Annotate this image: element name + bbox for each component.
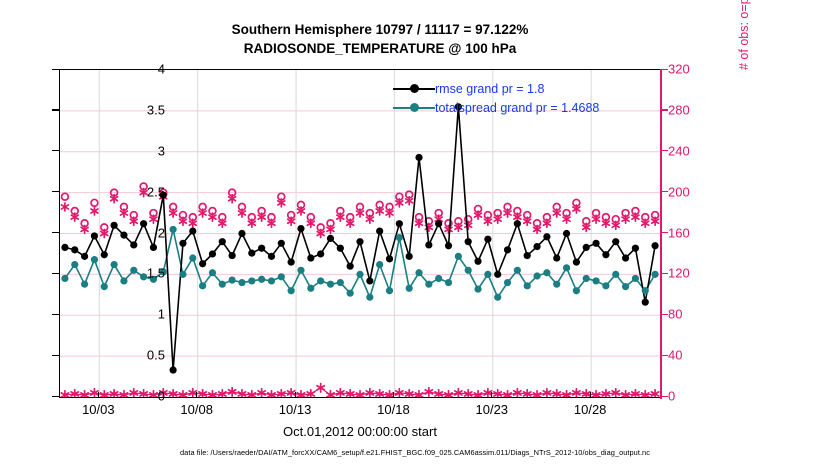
y-tick-label-left: 3: [157, 143, 165, 159]
y-tick-mark-left: [52, 272, 59, 275]
x-tick-label: 10/18: [377, 402, 410, 417]
data-file-caption: data file: /Users/raeder/DAI/ATM_forcXX/…: [180, 448, 650, 457]
page-title: Southern Hemisphere 10797 / 11117 = 97.1…: [231, 22, 529, 37]
y-tick-label-right: 0: [668, 388, 676, 404]
y-tick-label-right: 320: [668, 61, 690, 77]
x-tick-mark: [294, 392, 296, 398]
x-tick-label: 10/28: [573, 402, 607, 417]
y-tick-label-right: 40: [668, 347, 683, 363]
y-tick-mark-left: [52, 313, 59, 315]
y-tick-label-left: 4: [157, 61, 165, 77]
y-tick-mark-right: [661, 191, 668, 193]
y-tick-label-left: 2: [157, 225, 165, 240]
y-tick-label-right: 160: [668, 225, 690, 240]
y-tick-mark-right: [661, 395, 668, 397]
chart-legend: rmse grand pr = 1.8 totalspread grand pr…: [393, 79, 599, 117]
plot-area: [59, 69, 661, 398]
y-tick-label-left: 0: [157, 388, 165, 404]
y-tick-mark-left: [52, 109, 59, 111]
right-axis-spine: [660, 69, 662, 399]
legend-swatch-totalspread: [393, 98, 435, 117]
y-tick-label-right: 120: [668, 265, 690, 281]
y-axis-label-right: # of obs: o=possible; x=assimilated: [737, 0, 751, 70]
y-tick-mark-right: [661, 313, 668, 315]
legend-item-rmse[interactable]: rmse grand pr = 1.8: [393, 79, 599, 98]
y-tick-mark-right: [661, 109, 668, 111]
x-tick-label: 10/08: [180, 402, 213, 417]
x-tick-mark: [589, 392, 591, 398]
y-tick-mark-left: [52, 68, 59, 70]
y-tick-mark-right: [661, 232, 668, 234]
y-tick-label-right: 280: [668, 102, 690, 118]
chart-canvas: [60, 70, 660, 397]
y-tick-mark-left: [52, 150, 59, 152]
x-axis-label: Oct.01,2012 00:00:00 start: [283, 424, 437, 439]
legend-label-rmse: rmse grand pr = 1.8: [435, 81, 545, 96]
y-tick-label-right: 200: [668, 184, 690, 200]
chart-title-block: Southern Hemisphere 10797 / 11117 = 97.1…: [0, 20, 760, 58]
y-tick-mark-right: [661, 354, 668, 356]
y-tick-label-right: 240: [668, 143, 690, 159]
x-tick-label: 10/13: [278, 402, 312, 417]
legend-label-totalspread: totalspread grand pr = 1.4688: [435, 100, 600, 115]
chart-subtitle: RADIOSONDE_TEMPERATURE @ 100 hPa: [243, 41, 517, 56]
y-tick-label-left: 1: [157, 306, 165, 322]
x-tick-mark: [97, 392, 100, 398]
y-tick-mark-right: [661, 150, 668, 152]
x-tick-label: 10/23: [475, 402, 509, 417]
legend-swatch-rmse: [393, 79, 435, 98]
y-tick-label-left: 2.5: [146, 184, 165, 200]
y-tick-label-left: 0.5: [146, 347, 165, 363]
y-tick-mark-right: [661, 68, 668, 70]
legend-item-totalspread[interactable]: totalspread grand pr = 1.4688: [393, 98, 599, 117]
x-tick-mark: [196, 392, 198, 398]
x-tick-mark: [491, 392, 493, 398]
plot-inner: [60, 70, 660, 397]
y-tick-label-left: 3.5: [146, 102, 165, 118]
y-tick-mark-right: [661, 272, 668, 275]
y-tick-mark-left: [52, 232, 59, 234]
y-tick-label-right: 80: [668, 306, 683, 322]
y-tick-mark-left: [52, 354, 59, 356]
x-tick-label: 10/03: [82, 402, 115, 417]
x-tick-mark: [392, 392, 395, 398]
y-tick-label-left: 1.5: [146, 265, 165, 281]
y-tick-mark-left: [52, 191, 59, 193]
y-tick-mark-left: [52, 395, 59, 397]
